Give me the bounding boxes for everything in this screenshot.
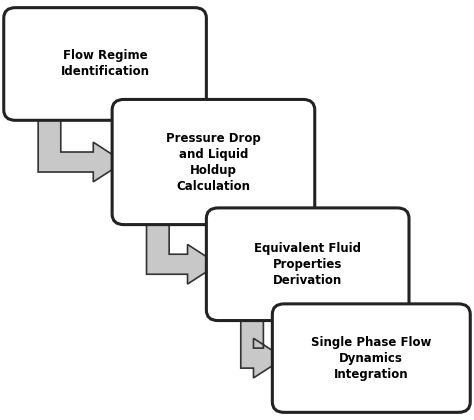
FancyBboxPatch shape bbox=[273, 304, 470, 412]
FancyBboxPatch shape bbox=[112, 100, 315, 225]
Polygon shape bbox=[241, 310, 284, 378]
FancyBboxPatch shape bbox=[206, 208, 409, 320]
Text: Pressure Drop
and Liquid
Holdup
Calculation: Pressure Drop and Liquid Holdup Calculat… bbox=[166, 131, 261, 192]
Polygon shape bbox=[146, 214, 218, 284]
Text: Single Phase Flow
Dynamics
Integration: Single Phase Flow Dynamics Integration bbox=[311, 336, 431, 381]
Text: Equivalent Fluid
Properties
Derivation: Equivalent Fluid Properties Derivation bbox=[254, 242, 361, 287]
Text: Flow Regime
Identification: Flow Regime Identification bbox=[61, 50, 150, 79]
FancyBboxPatch shape bbox=[4, 8, 206, 120]
Polygon shape bbox=[38, 110, 124, 182]
